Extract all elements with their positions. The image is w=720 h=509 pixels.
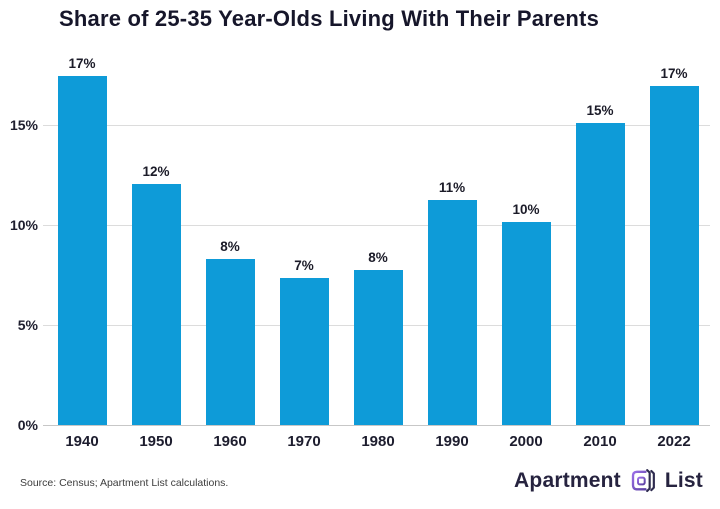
- source-note: Source: Census; Apartment List calculati…: [20, 477, 229, 489]
- apartment-list-logo: Apartment List: [514, 464, 703, 498]
- gridline-10%: [43, 224, 710, 226]
- y-tick-label: 0%: [17, 417, 38, 433]
- x-tick-label: 1940: [65, 433, 99, 450]
- bar-1980: [353, 270, 403, 425]
- logo-word-apartment: Apartment: [514, 469, 621, 492]
- x-tick-label: 1980: [361, 433, 395, 450]
- apartment-list-logo-icon: [628, 466, 658, 496]
- gridline-0%: [43, 424, 710, 426]
- bar-value-label: 17%: [68, 56, 96, 71]
- logo-word-list: List: [664, 469, 703, 492]
- y-axis: 0% 5% 10% 15%: [0, 65, 40, 433]
- bar-value-label: 7%: [294, 258, 314, 273]
- x-axis: 1940 1950 1960 1970 1980 1990 2000 2010 2022: [55, 433, 710, 457]
- bar-1990: [427, 200, 477, 425]
- bar-2000: [501, 222, 551, 425]
- bar-value-label: 17%: [660, 66, 688, 81]
- chart-title: Share of 25-35 Year-Olds Living With The…: [59, 6, 599, 31]
- x-tick-label: 2022: [657, 433, 691, 450]
- gridline-15%: [43, 124, 710, 126]
- bar-value-label: 10%: [512, 202, 540, 217]
- x-tick-label: 1950: [139, 433, 173, 450]
- bar-2022: [649, 86, 699, 425]
- bar-value-label: 8%: [368, 250, 388, 265]
- x-tick-label: 1960: [213, 433, 247, 450]
- bar-value-label: 11%: [438, 180, 466, 195]
- bar-value-label: 8%: [220, 239, 240, 254]
- bar-value-label: 12%: [142, 164, 170, 179]
- bar-1940: [57, 76, 107, 425]
- y-tick-label: 5%: [17, 317, 38, 333]
- x-tick-label: 2000: [509, 433, 543, 450]
- bar-2010: [575, 123, 625, 425]
- plot-area: 17% 12% 8% 7% 8% 11% 10% 15% 17%: [43, 56, 710, 426]
- x-tick-label: 1990: [435, 433, 469, 450]
- x-tick-label: 1970: [287, 433, 321, 450]
- x-tick-label: 2010: [583, 433, 617, 450]
- bar-1950: [131, 184, 181, 425]
- y-tick-label: 15%: [9, 117, 38, 133]
- bar-value-label: 15%: [586, 103, 614, 118]
- bar-1960: [205, 259, 255, 425]
- y-tick-label: 10%: [9, 217, 38, 233]
- bar-1970: [279, 278, 329, 425]
